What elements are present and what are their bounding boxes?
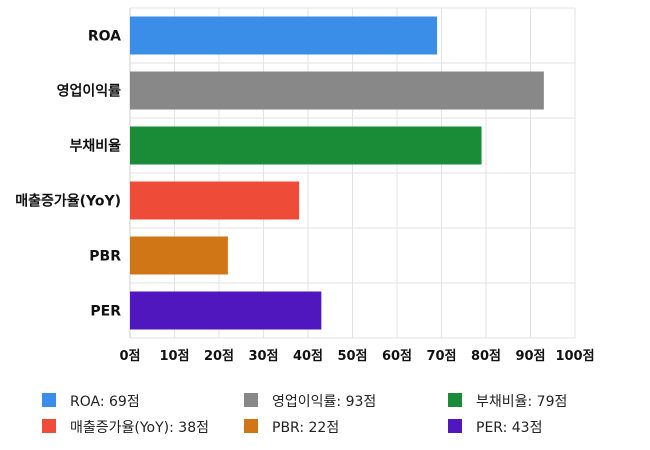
legend-item[interactable]: 영업이익률: 93점 — [244, 393, 376, 410]
bar[interactable] — [130, 291, 322, 330]
x-tick-label: 30점 — [248, 349, 278, 364]
category-label: 매출증가율(YoY) — [15, 193, 121, 210]
legend-swatch — [448, 419, 462, 433]
bar[interactable] — [130, 126, 482, 165]
legend-item[interactable]: PER: 43점 — [448, 419, 542, 436]
category-label: ROA — [88, 29, 121, 45]
category-label: PER — [90, 304, 121, 320]
x-tick-label: 60점 — [382, 349, 412, 364]
legend-item[interactable]: PBR: 22점 — [244, 419, 339, 436]
bar[interactable] — [130, 181, 300, 220]
legend-swatch — [244, 393, 258, 407]
x-tick-label: 50점 — [337, 349, 367, 364]
x-tick-label: 80점 — [471, 349, 501, 364]
x-tick-label: 0점 — [119, 349, 140, 364]
legend-item[interactable]: 매출증가율(YoY): 38점 — [42, 419, 209, 436]
legend-swatch — [448, 393, 462, 407]
legend-item[interactable]: ROA: 69점 — [42, 393, 140, 410]
x-tick-label: 90점 — [515, 349, 545, 364]
x-tick-label: 100점 — [555, 349, 594, 364]
legend-label: PBR: 22점 — [272, 420, 339, 436]
x-tick-labels: 0점 10점 20점 30점 40점 50점 60점 70점 80점 90점 100점 — [119, 349, 594, 364]
bar[interactable] — [130, 71, 544, 110]
bars — [130, 16, 544, 330]
legend-swatch — [42, 419, 56, 433]
category-label: 영업이익률 — [57, 83, 122, 100]
bar[interactable] — [130, 236, 228, 275]
category-label: PBR — [89, 249, 121, 265]
legend-label: ROA: 69점 — [70, 394, 140, 410]
x-tick-label: 10점 — [159, 349, 189, 364]
legend-label: 영업이익률: 93점 — [272, 394, 376, 410]
x-tick-label: 40점 — [293, 349, 323, 364]
legend-label: 부채비율: 79점 — [476, 394, 567, 410]
legend-item[interactable]: 부채비율: 79점 — [448, 393, 567, 410]
legend-label: 매출증가율(YoY): 38점 — [70, 420, 209, 436]
legend-swatch — [42, 393, 56, 407]
grid — [129, 7, 576, 339]
x-tick-label: 70점 — [426, 349, 456, 364]
category-label: 부채비율 — [69, 138, 121, 155]
x-tick-label: 20점 — [204, 349, 234, 364]
bar[interactable] — [130, 16, 438, 55]
legend-swatch — [244, 419, 258, 433]
legend-label: PER: 43점 — [476, 420, 542, 436]
